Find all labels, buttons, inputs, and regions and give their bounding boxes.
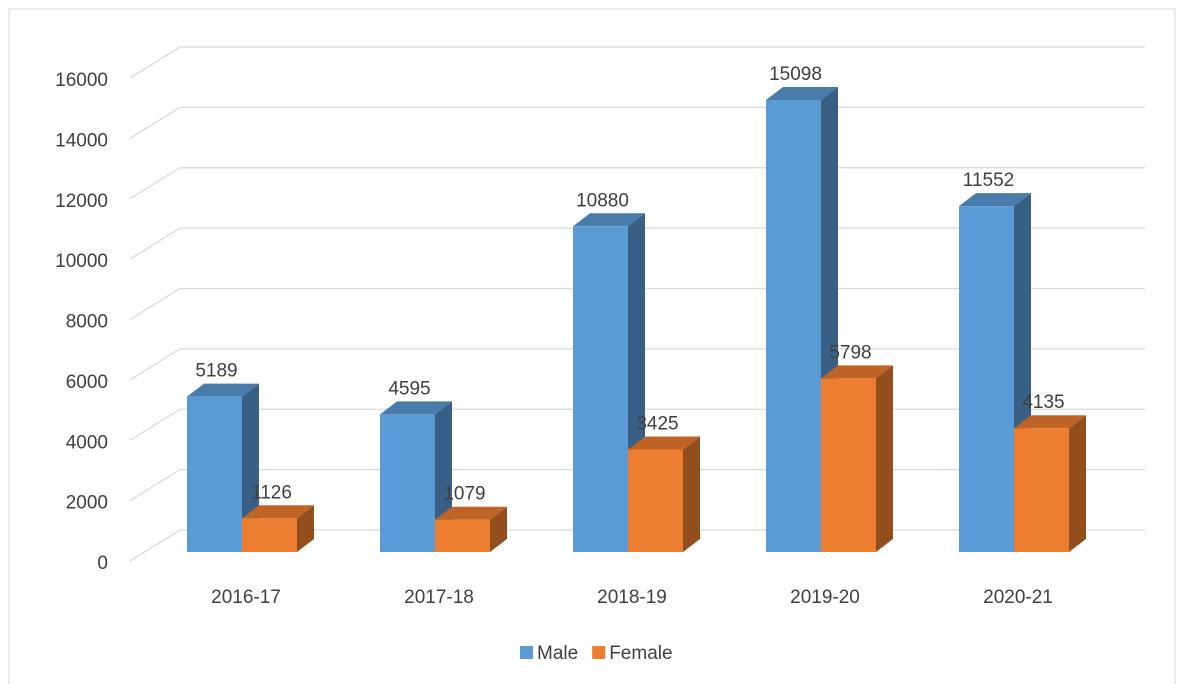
bar-front [187,396,242,552]
bar [1014,415,1086,552]
bar-side [876,365,893,552]
x-tick-label: 2017-18 [404,587,474,608]
bar-top [821,365,893,379]
legend-label: Male [537,643,578,664]
bar-side [1069,415,1086,552]
chart-border [8,8,1176,684]
bar-side [490,506,507,552]
bar-top [628,436,700,450]
x-tick-label: 2019-20 [790,587,860,608]
data-label: 5798 [829,342,871,363]
bar-front [821,378,876,552]
legend-label: Female [609,643,672,664]
y-tick-label: 12000 [55,191,108,212]
bar [435,506,507,552]
bar-front [766,100,821,552]
bar-front [959,206,1014,553]
bar-side [297,505,314,552]
bar-front [628,449,683,552]
data-label: 1126 [251,482,292,503]
y-tick-label: 2000 [66,493,108,514]
bar-front [1014,428,1069,552]
y-tick-label: 10000 [55,251,108,272]
y-tick-label: 14000 [55,130,108,151]
legend-swatch [520,646,533,659]
grid-line [129,106,1145,139]
bar [187,383,259,552]
legend-swatch [592,646,606,659]
data-label: 10880 [576,190,629,211]
bar-top [435,506,507,520]
x-tick-label: 2018-19 [597,587,667,608]
data-label: 4135 [1022,392,1064,413]
y-tick-label: 4000 [66,432,108,453]
bar-side [683,436,700,552]
bar [821,365,893,552]
bar-top [766,87,838,101]
bar [242,505,314,552]
bar [628,436,700,552]
y-tick-label: 8000 [66,312,108,333]
bar-top [242,505,314,519]
data-label: 15098 [769,64,822,85]
y-tick-label: 6000 [66,372,108,393]
data-label: 5189 [195,361,237,382]
data-label: 1079 [443,484,485,505]
grid-line [129,46,1145,79]
bar-top [573,213,645,227]
bar-top [959,193,1031,207]
bar-top [1014,415,1086,429]
bar [380,401,452,552]
bar-front [242,518,297,552]
bar-front [435,519,490,552]
bar-front [573,226,628,552]
y-tick-label: 0 [97,553,108,574]
x-tick-label: 2016-17 [211,587,281,608]
x-tick-label: 2020-21 [983,587,1053,608]
bar-top [187,383,259,397]
data-label: 4595 [388,378,430,399]
bar-top [380,401,452,415]
bar-front [380,414,435,552]
y-tick-label: 16000 [55,70,108,91]
data-label: 3425 [636,413,678,434]
data-label: 11552 [963,170,1014,191]
